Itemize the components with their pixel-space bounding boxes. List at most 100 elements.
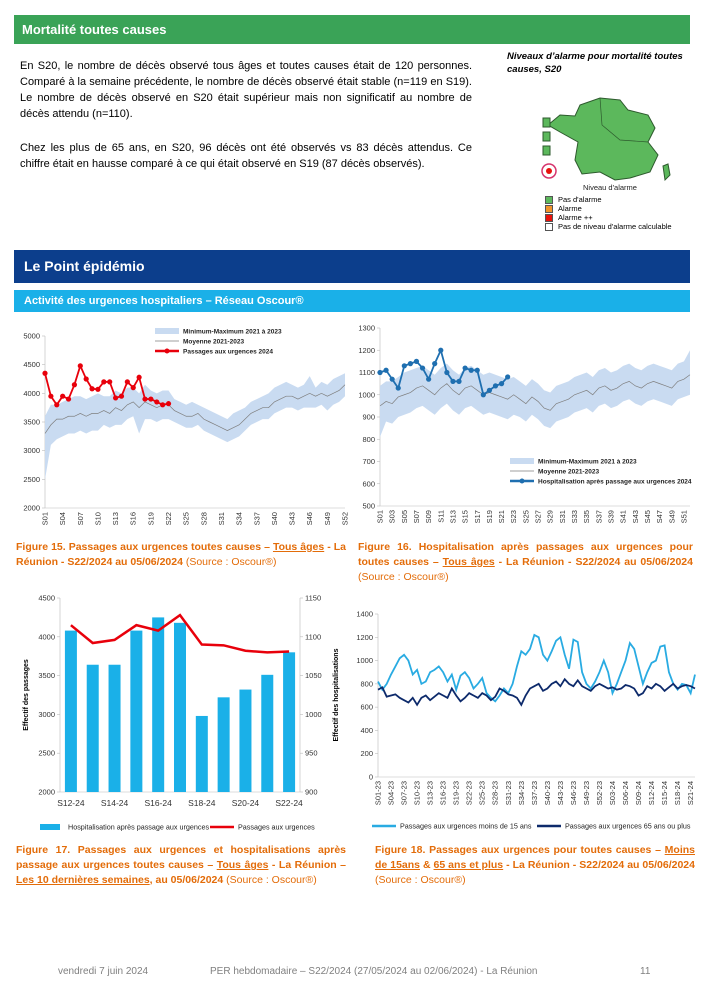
x-tick-label: S34-23 xyxy=(517,781,526,805)
x-tick-label: S01 xyxy=(376,510,385,523)
x-tick-label: S25 xyxy=(521,510,530,523)
marker xyxy=(124,379,130,385)
x-tick-label: S46-23 xyxy=(569,781,578,805)
x-tick-label: S13 xyxy=(448,510,457,523)
y2-tick-label: 1100 xyxy=(305,632,321,641)
caption-part: (Source : Oscour®) xyxy=(375,874,466,886)
x-tick-label: S21 xyxy=(497,510,506,523)
marker xyxy=(71,382,78,388)
y-tick-label: 700 xyxy=(362,457,375,466)
paragraph: Chez les plus de 65 ans, en S20, 96 décè… xyxy=(20,142,472,170)
range-band xyxy=(45,373,345,480)
range-band xyxy=(380,350,690,438)
y2-tick-label: 900 xyxy=(305,788,318,797)
y-tick-label: 0 xyxy=(369,773,373,782)
section-subheader: Activité des urgences hospitaliers – Rés… xyxy=(14,290,690,312)
marker xyxy=(142,396,148,402)
marker xyxy=(160,402,166,408)
x-tick-label: S23 xyxy=(509,510,518,523)
legend-label: Hospitalisation après passage aux urgenc… xyxy=(68,823,209,832)
caption-part: Les 10 dernières semaines xyxy=(16,874,150,886)
legend-swatch xyxy=(155,328,179,334)
y2-tick-label: 1050 xyxy=(305,671,322,680)
y-tick-label: 1200 xyxy=(358,346,375,355)
france-map xyxy=(541,97,671,182)
legend-label: Pas de niveau d'alarme calculable xyxy=(558,222,672,231)
x-tick-label: S47 xyxy=(655,510,664,523)
line xyxy=(379,374,691,411)
x-tick-label: S43 xyxy=(288,512,297,525)
y2-tick-label: 1150 xyxy=(305,594,321,603)
legend-label: Hospitalisation après passage aux urgenc… xyxy=(538,479,692,486)
marker xyxy=(130,385,136,391)
x-tick-label: S52 xyxy=(341,512,350,525)
line xyxy=(44,363,169,407)
y-tick-label: 1300 xyxy=(358,324,375,333)
figure-caption: Figure 15. Passages aux urgences toutes … xyxy=(16,540,346,570)
marker xyxy=(450,378,456,384)
legend-marker xyxy=(164,348,170,354)
x-tick-label: S12-24 xyxy=(57,798,85,808)
marker xyxy=(377,369,383,376)
caption-part: - La Réunion - S22/2024 au 05/06/2024 xyxy=(503,859,695,871)
x-tick-label: S03 xyxy=(388,510,397,523)
x-tick-label: S28 xyxy=(199,512,208,525)
legend-label: Moyenne 2021-2023 xyxy=(183,339,244,346)
x-tick-label: S31 xyxy=(558,510,567,523)
x-tick-label: S18-24 xyxy=(673,781,682,805)
x-tick-label: S31 xyxy=(217,512,226,525)
line xyxy=(377,677,696,707)
figure-caption: Figure 16. Hospitalisation après passage… xyxy=(358,540,693,585)
y-axis-title: Effectif des passages xyxy=(23,659,30,731)
bar xyxy=(283,652,296,792)
caption-part: Tous âges xyxy=(272,541,325,553)
legend-item: Pas d'alarme xyxy=(545,195,672,204)
x-tick-label: S19 xyxy=(146,512,155,525)
y2-tick-label: 950 xyxy=(305,749,318,758)
x-tick-label: S40 xyxy=(270,512,279,525)
x-tick-label: S10-23 xyxy=(413,781,422,805)
x-tick-label: S16 xyxy=(129,512,138,525)
bar xyxy=(86,664,99,792)
marker xyxy=(112,395,119,401)
x-tick-label: S01-23 xyxy=(374,781,383,805)
marker xyxy=(474,367,480,373)
legend-label: Minimum-Maximum 2021 à 2023 xyxy=(538,459,637,466)
x-tick-label: S45 xyxy=(643,510,652,523)
x-tick-label: S20-24 xyxy=(232,798,260,808)
y-tick-label: 1000 xyxy=(356,656,373,665)
x-tick-label: S21-24 xyxy=(686,781,695,805)
y-tick-label: 3500 xyxy=(23,418,40,427)
x-tick-label: S51 xyxy=(679,510,688,523)
x-tick-label: S27 xyxy=(534,510,543,523)
x-tick-label: S49 xyxy=(667,510,676,523)
marker xyxy=(389,376,395,382)
marker xyxy=(419,365,426,371)
x-tick-label: S15 xyxy=(461,510,470,523)
legend-swatch xyxy=(545,195,553,204)
y-tick-label: 1200 xyxy=(356,633,373,642)
y-tick-label: 4500 xyxy=(23,360,40,369)
x-tick-label: S22-24 xyxy=(275,798,303,808)
y2-tick-label: 1000 xyxy=(305,710,322,719)
x-tick-label: S18-24 xyxy=(188,798,216,808)
legend-swatch xyxy=(510,458,534,464)
caption-part: - La Réunion - S22/2024 au 05/06/2024 xyxy=(494,556,693,568)
line xyxy=(377,633,696,703)
x-tick-label: S07-23 xyxy=(400,781,409,805)
caption-part: 65 ans et plus xyxy=(433,859,504,871)
y-tick-label: 2000 xyxy=(23,504,40,513)
marker xyxy=(480,392,486,398)
x-tick-label: S37 xyxy=(252,512,261,525)
caption-part: Figure 18. Passages aux urgences pour to… xyxy=(375,844,665,856)
x-tick-label: S17 xyxy=(473,510,482,523)
x-tick-label: S40-23 xyxy=(543,781,552,805)
legend-label: Passages aux urgences 65 ans ou plus xyxy=(565,822,691,831)
caption-part: Figure 17. Passages aux urgences et hosp… xyxy=(16,844,346,871)
caption-part: Figure 16. Hospitalisation après passage… xyxy=(358,541,693,568)
x-tick-label: S05 xyxy=(400,510,409,523)
x-tick-label: S28-23 xyxy=(491,781,500,805)
x-tick-label: S04-23 xyxy=(387,781,396,805)
marker xyxy=(492,383,499,389)
